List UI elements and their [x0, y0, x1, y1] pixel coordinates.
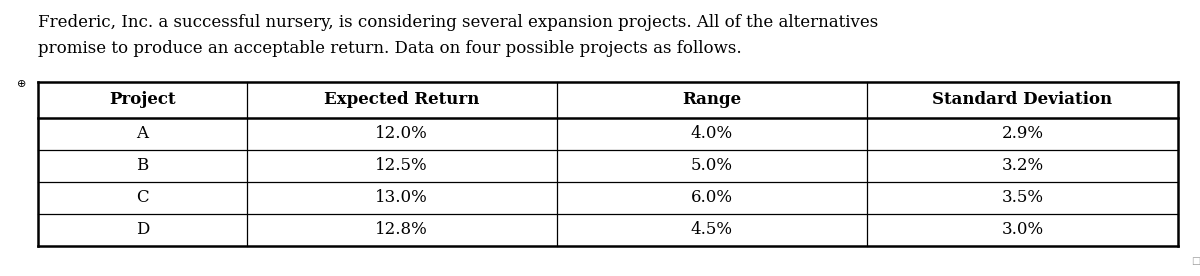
Text: 12.8%: 12.8%: [376, 222, 428, 238]
Text: 3.2%: 3.2%: [1001, 158, 1044, 174]
Text: Range: Range: [682, 92, 742, 108]
Text: 6.0%: 6.0%: [691, 190, 733, 206]
Text: ⊕: ⊕: [17, 79, 26, 89]
Text: Project: Project: [109, 92, 175, 108]
Text: 3.5%: 3.5%: [1001, 190, 1043, 206]
Text: □: □: [1192, 256, 1200, 266]
Text: Expected Return: Expected Return: [324, 92, 479, 108]
Text: D: D: [136, 222, 149, 238]
Text: 12.5%: 12.5%: [376, 158, 428, 174]
Text: Standard Deviation: Standard Deviation: [932, 92, 1112, 108]
Text: 2.9%: 2.9%: [1001, 126, 1043, 142]
Text: 13.0%: 13.0%: [376, 190, 428, 206]
Text: 4.5%: 4.5%: [691, 222, 733, 238]
Text: B: B: [136, 158, 149, 174]
Text: C: C: [136, 190, 149, 206]
Text: promise to produce an acceptable return. Data on four possible projects as follo: promise to produce an acceptable return.…: [38, 40, 742, 57]
Text: Frederic, Inc. a successful nursery, is considering several expansion projects. : Frederic, Inc. a successful nursery, is …: [38, 14, 878, 31]
Text: 12.0%: 12.0%: [376, 126, 428, 142]
Text: 4.0%: 4.0%: [691, 126, 733, 142]
Text: 5.0%: 5.0%: [691, 158, 733, 174]
Text: A: A: [137, 126, 149, 142]
Text: 3.0%: 3.0%: [1001, 222, 1044, 238]
